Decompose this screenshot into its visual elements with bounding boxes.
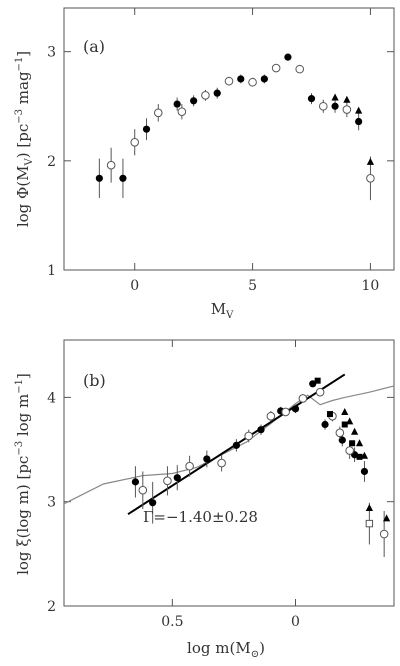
panel-a-ticks: 0 5 10 1 2 3 bbox=[47, 8, 394, 294]
data-point-open-circle bbox=[318, 101, 328, 111]
data-point-open-circle bbox=[271, 63, 281, 73]
data-point-filled-circle bbox=[95, 174, 103, 182]
data-point-open-circle bbox=[153, 108, 163, 118]
y-tick-label-b: 2 bbox=[47, 599, 56, 615]
panel-a: 0 5 10 1 2 3 (a) MV log Φ(MV) [pc−3 mag−1] bbox=[14, 7, 395, 321]
data-point-filled-triangle bbox=[343, 95, 351, 103]
data-point-open-circle bbox=[106, 160, 116, 170]
data-point-filled-circle bbox=[203, 455, 211, 463]
data-point-filled-triangle bbox=[346, 417, 354, 425]
data-point-open-circle bbox=[335, 428, 345, 438]
panel-b-ticks: 0.5 0 2 3 4 bbox=[47, 340, 394, 630]
panel-b: 0.5 0 2 3 4 (b) Γ=−1.40±0.28 log m(M⊙) log ξ… bbox=[14, 339, 395, 660]
fit-slope-annotation: Γ=−1.40±0.28 bbox=[143, 508, 258, 526]
data-point-filled-triangle bbox=[331, 93, 339, 101]
data-point-filled-square bbox=[341, 421, 348, 428]
data-point-filled-triangle bbox=[366, 157, 375, 165]
data-point-filled-triangle bbox=[360, 451, 369, 459]
data-point-filled-circle bbox=[142, 125, 151, 133]
data-point-open-circle bbox=[244, 431, 254, 441]
panel-a-xlabel: MV bbox=[211, 300, 234, 321]
data-point-open-circle bbox=[224, 76, 234, 86]
data-point-filled-circle bbox=[321, 420, 329, 429]
data-point-filled-circle bbox=[131, 478, 140, 486]
data-point-filled-circle bbox=[284, 53, 292, 61]
data-point-filled-circle bbox=[119, 174, 127, 182]
data-point-open-circle bbox=[138, 485, 148, 495]
data-point-filled-triangle bbox=[355, 106, 363, 114]
data-point-filled-square bbox=[349, 440, 356, 447]
x-tick-label-b: 0 bbox=[291, 614, 300, 630]
panel-b-xlabel: log m(M⊙) bbox=[187, 639, 265, 660]
panel-b-frame bbox=[63, 339, 395, 607]
data-point-filled-circle bbox=[190, 97, 198, 105]
data-point-filled-triangle bbox=[355, 439, 364, 447]
model-curve bbox=[63, 385, 395, 505]
data-point-open-circle bbox=[163, 476, 172, 486]
data-point-open-circle bbox=[379, 529, 389, 539]
data-point-open-circle bbox=[298, 394, 308, 403]
y-tick-label-a: 1 bbox=[47, 263, 56, 279]
data-point-filled-circle bbox=[213, 89, 221, 97]
panel-b-ylabel: log ξ(log m) [pc−3 log m−1] bbox=[14, 373, 32, 575]
x-tick-label-b: 0.5 bbox=[161, 614, 183, 630]
data-point-open-circle bbox=[281, 407, 290, 417]
data-point-filled-square bbox=[314, 377, 321, 384]
x-tick-label-a: 0 bbox=[130, 278, 139, 294]
panel-a-data bbox=[95, 53, 375, 201]
data-point-filled-circle bbox=[338, 436, 346, 444]
data-point-filled-circle bbox=[355, 117, 363, 126]
y-tick-label-a: 2 bbox=[47, 154, 56, 170]
data-point-open-circle bbox=[266, 411, 276, 421]
data-point-filled-circle bbox=[291, 405, 300, 413]
data-point-filled-circle bbox=[260, 75, 268, 83]
x-tick-label-a: 10 bbox=[362, 278, 380, 294]
data-point-filled-circle bbox=[237, 75, 245, 83]
y-tick-label-a: 3 bbox=[47, 45, 56, 61]
data-point-open-circle bbox=[217, 458, 226, 468]
data-point-open-circle bbox=[342, 105, 352, 114]
panel-a-label: (a) bbox=[83, 37, 105, 56]
data-point-filled-triangle bbox=[341, 407, 349, 415]
data-point-open-circle bbox=[185, 461, 194, 471]
data-point-open-circle bbox=[248, 77, 257, 87]
data-point-filled-triangle bbox=[350, 427, 359, 435]
data-point-filled-square bbox=[356, 453, 363, 460]
x-tick-label-a: 5 bbox=[248, 278, 257, 294]
panel-a-ylabel: log Φ(MV) [pc−3 mag−1] bbox=[14, 51, 35, 227]
data-point-open-square bbox=[365, 519, 374, 528]
data-point-open-circle bbox=[130, 137, 140, 147]
data-point-filled-circle bbox=[360, 467, 369, 476]
data-point-open-circle bbox=[295, 64, 305, 74]
data-point-filled-circle bbox=[173, 100, 181, 108]
data-point-filled-circle bbox=[331, 102, 339, 110]
y-tick-label-b: 4 bbox=[47, 390, 56, 406]
data-point-filled-square bbox=[326, 411, 333, 418]
data-point-open-circle bbox=[315, 387, 325, 397]
data-point-open-circle bbox=[345, 446, 354, 455]
y-tick-label-b: 3 bbox=[47, 495, 56, 511]
data-point-open-circle bbox=[177, 107, 187, 117]
data-point-filled-triangle bbox=[383, 514, 391, 522]
data-point-filled-circle bbox=[149, 499, 157, 507]
data-point-open-circle bbox=[201, 91, 210, 100]
data-point-filled-circle bbox=[309, 380, 317, 388]
panel-a-frame bbox=[63, 7, 395, 271]
panel-b-data bbox=[63, 373, 395, 557]
data-point-filled-triangle bbox=[365, 503, 373, 511]
data-point-open-circle bbox=[366, 174, 375, 183]
data-point-filled-circle bbox=[257, 426, 265, 434]
data-point-filled-circle bbox=[307, 95, 316, 103]
data-point-filled-circle bbox=[173, 474, 181, 482]
data-point-filled-circle bbox=[232, 441, 240, 449]
panel-b-label: (b) bbox=[83, 371, 106, 390]
